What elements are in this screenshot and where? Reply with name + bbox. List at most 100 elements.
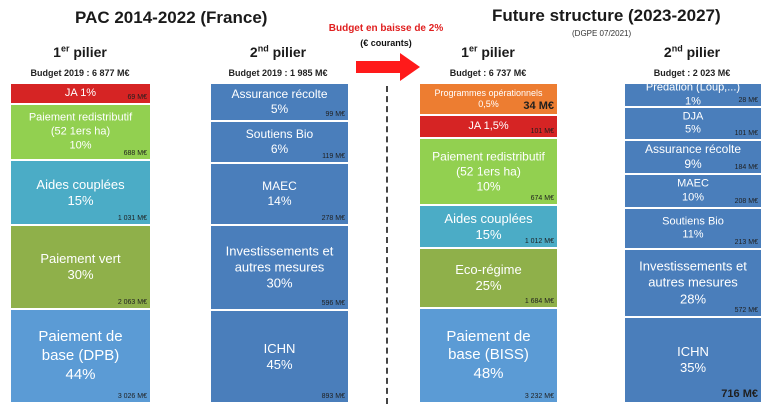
segment-label: JA 1% bbox=[15, 87, 146, 101]
segment-label-line: JA 1,5% bbox=[468, 119, 509, 132]
segment-3-5: Investissements et autres mesures 28% 572 M… bbox=[625, 250, 761, 318]
segment-label: ICHN 35% bbox=[629, 344, 757, 377]
segment-label: Soutiens Bio 6% bbox=[215, 127, 344, 157]
column-4-budget: Budget : 2 023 M€ bbox=[653, 68, 731, 78]
segment-1-2: MAEC 14% 278 M€ bbox=[211, 164, 348, 226]
segment-label: Programmes opérationnels 0,5% bbox=[424, 88, 553, 111]
pillar-2-2023-column: Prédation (Loup,...) 1% 28 M€ DJA 5% 101 M€ As… bbox=[625, 81, 761, 404]
column-2-title: 2nd pilier bbox=[208, 43, 348, 60]
segment-label-line: Assurance récolte bbox=[644, 142, 742, 156]
segment-label-line: MAEC bbox=[262, 179, 297, 193]
segment-label-line: 15% bbox=[475, 226, 502, 242]
segment-label: Assurance récolte 5% bbox=[215, 87, 344, 117]
segment-1-3: Investissements et autres mesures 30% 596 M… bbox=[211, 226, 348, 311]
right-arrow-icon bbox=[356, 53, 420, 81]
segment-label-line: 30% bbox=[266, 275, 293, 291]
segment-label: Investissements et autres mesures 30% bbox=[215, 243, 344, 292]
column-1-title-text: 1er pilier bbox=[53, 43, 107, 60]
segment-3-1: DJA 5% 101 M€ bbox=[625, 108, 761, 141]
segment-label-line: Soutiens Bio bbox=[245, 127, 314, 141]
segment-3-3: MAEC 10% 208 M€ bbox=[625, 175, 761, 209]
segment-amount: 101 M€ bbox=[530, 128, 554, 135]
segment-amount: 1 684 M€ bbox=[524, 298, 554, 305]
segment-label-line: (52 1ers ha) bbox=[50, 125, 111, 138]
segment-label-line: Assurance récolte bbox=[231, 87, 328, 101]
segment-label: Paiement redistributif (52 1ers ha) 10% bbox=[424, 149, 553, 194]
segment-amount: 184 M€ bbox=[734, 164, 758, 171]
segment-label: Eco-régime 25% bbox=[424, 262, 553, 295]
segment-label: Paiement redistributif (52 1ers ha) 10% bbox=[15, 111, 146, 152]
segment-3-2: Assurance récolte 9% 184 M€ bbox=[625, 141, 761, 175]
pillar-1-2023-column: Programmes opérationnels 0,5% 34 M€ JA 1,5%… bbox=[420, 84, 557, 404]
segment-label-line: 5% bbox=[270, 102, 289, 116]
segment-label-line: 30% bbox=[67, 267, 94, 282]
segment-label-line: Eco-régime bbox=[455, 261, 522, 277]
pillar-1-2014-column: JA 1% 69 M€ Paiement redistributif (52 1ers… bbox=[11, 84, 150, 404]
segment-label-line: Paiement de bbox=[38, 327, 123, 345]
segment-label-line: 9% bbox=[684, 157, 702, 171]
segment-3-6: ICHN 35% 716 M€ bbox=[625, 318, 761, 404]
segment-amount: 1 031 M€ bbox=[117, 215, 147, 222]
segment-3-0: Prédation (Loup,...) 1% 28 M€ bbox=[625, 81, 761, 108]
segment-label-line: Paiement redistributif bbox=[432, 149, 545, 163]
segment-amount: 893 M€ bbox=[321, 393, 345, 400]
segment-label: Paiement vert 30% bbox=[15, 251, 146, 284]
segment-label-line: 10% bbox=[476, 179, 501, 193]
right-subtitle: (DGPE 07/2021) bbox=[572, 29, 632, 38]
segment-2-4: Eco-régime 25% 1 684 M€ bbox=[420, 249, 557, 309]
segment-amount: 572 M€ bbox=[734, 307, 758, 314]
arrow-label: Budget en baisse de 2% bbox=[328, 23, 444, 34]
segment-1-4: ICHN 45% 893 M€ bbox=[211, 311, 348, 404]
segment-label-line: 35% bbox=[679, 360, 707, 375]
segment-label-line: base (BISS) bbox=[448, 346, 529, 364]
segment-label: Investissements et autres mesures 28% bbox=[629, 259, 757, 308]
segment-label: JA 1,5% bbox=[424, 120, 553, 134]
segment-label-line: MAEC bbox=[677, 177, 709, 190]
segment-label: MAEC 10% bbox=[629, 177, 757, 205]
segment-label: Paiement de base (BISS) 48% bbox=[424, 327, 553, 383]
segment-label-line: ICHN bbox=[263, 340, 296, 356]
segment-label: DJA 5% bbox=[629, 110, 757, 138]
segment-label-line: DJA bbox=[682, 109, 704, 122]
segment-label-line: 6% bbox=[270, 142, 289, 156]
segment-amount: 28 M€ bbox=[738, 97, 758, 104]
period-divider bbox=[386, 86, 388, 404]
segment-amount: 674 M€ bbox=[530, 195, 554, 202]
segment-0-0: JA 1% 69 M€ bbox=[11, 84, 150, 105]
column-2-title-text: 2nd pilier bbox=[249, 43, 307, 60]
segment-amount: 278 M€ bbox=[321, 215, 345, 222]
segment-0-3: Paiement vert 30% 2 063 M€ bbox=[11, 226, 150, 310]
segment-label-line: 1% bbox=[685, 95, 701, 107]
segment-label-line: 10% bbox=[681, 191, 705, 203]
column-2-budget: Budget 2019 : 1 985 M€ bbox=[228, 68, 328, 78]
segment-label-line: Aides couplées bbox=[444, 210, 533, 226]
segment-label-line: 5% bbox=[685, 123, 701, 136]
segment-label-line: 44% bbox=[65, 365, 96, 383]
segment-1-0: Assurance récolte 5% 99 M€ bbox=[211, 84, 348, 122]
segment-3-4: Soutiens Bio 11% 213 M€ bbox=[625, 209, 761, 250]
segment-2-5: Paiement de base (BISS) 48% 3 232 M€ bbox=[420, 309, 557, 404]
segment-label-line: 0,5% bbox=[478, 99, 499, 109]
right-title: Future structure (2023-2027) bbox=[492, 6, 721, 25]
segment-amount: 596 M€ bbox=[321, 300, 345, 307]
segment-label: Assurance récolte 9% bbox=[629, 142, 757, 172]
segment-2-0: Programmes opérationnels 0,5% 34 M€ bbox=[420, 84, 557, 116]
arrow-sublabel: (€ courants) bbox=[360, 38, 412, 48]
segment-label-line: Paiement de bbox=[446, 327, 531, 345]
segment-label-line: Prédation (Loup,...) bbox=[645, 81, 741, 94]
segment-label-line: Paiement redistributif bbox=[28, 111, 133, 124]
segment-label: ICHN 45% bbox=[215, 340, 344, 373]
segment-amount: 119 M€ bbox=[322, 153, 345, 160]
segment-amount: 3 232 M€ bbox=[524, 393, 554, 400]
pillar-2-2014-column: Assurance récolte 5% 99 M€ Soutiens Bio 6% 11… bbox=[211, 84, 348, 404]
segment-amount: 99 M€ bbox=[325, 111, 345, 118]
segment-2-3: Aides couplées 15% 1 012 M€ bbox=[420, 206, 557, 249]
segment-2-2: Paiement redistributif (52 1ers ha) 10% 674… bbox=[420, 139, 557, 206]
segment-label-line: 10% bbox=[69, 138, 92, 151]
segment-amount: 688 M€ bbox=[123, 150, 147, 157]
segment-label-line: autres mesures bbox=[234, 259, 325, 275]
column-4-title: 2nd pilier bbox=[622, 43, 762, 60]
segment-label-line: 15% bbox=[67, 192, 94, 208]
segment-label: Soutiens Bio 11% bbox=[629, 215, 757, 243]
segment-label-line: 28% bbox=[679, 291, 707, 307]
